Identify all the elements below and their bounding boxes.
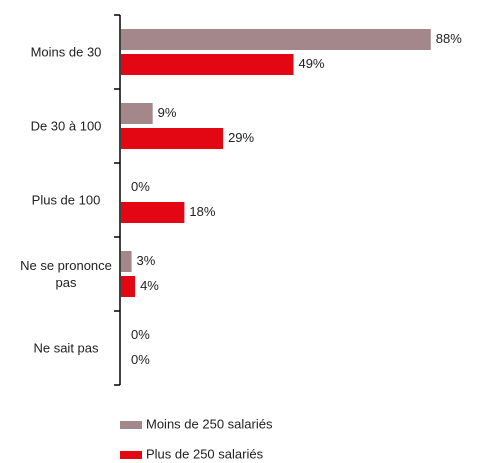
- value-label: 49%: [298, 56, 324, 71]
- category-label: De 30 à 100: [30, 118, 102, 134]
- value-label: 4%: [140, 278, 159, 293]
- bar: [121, 54, 294, 75]
- bar: [121, 128, 224, 149]
- value-label: 0%: [131, 327, 150, 342]
- value-label: 18%: [189, 204, 215, 219]
- bar: [121, 103, 153, 124]
- legend-swatch: [120, 421, 142, 429]
- category-label: Moins de 30: [30, 44, 102, 60]
- axis-ticks: [114, 14, 120, 386]
- legend-label: Plus de 250 salariés: [146, 446, 264, 461]
- category-label: Ne sait pas: [33, 340, 99, 356]
- legend-swatch: [120, 451, 142, 459]
- legend-label: Moins de 250 salariés: [146, 416, 273, 431]
- category-label: Plus de 100: [31, 192, 101, 208]
- bar: [121, 29, 431, 50]
- value-label: 0%: [131, 352, 150, 367]
- value-label: 0%: [131, 179, 150, 194]
- value-label: 9%: [158, 105, 177, 120]
- value-label: 88%: [436, 31, 462, 46]
- category-label: Ne se prononce pas: [20, 258, 112, 290]
- bar: [121, 251, 132, 272]
- value-label: 3%: [137, 253, 156, 268]
- bar: [121, 276, 136, 297]
- bar: [121, 202, 185, 223]
- value-label: 29%: [228, 130, 254, 145]
